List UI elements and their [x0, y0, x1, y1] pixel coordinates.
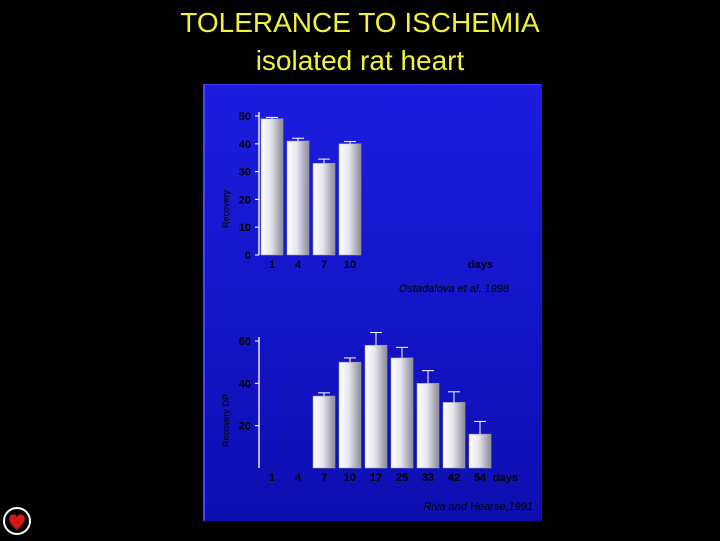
x-tick-label: 25 [396, 472, 408, 484]
x-tick-label: 1 [269, 472, 275, 484]
chart-source: Ostadalova et al, 1998 [399, 283, 510, 295]
y-tick-label: 10 [239, 222, 251, 234]
bar [338, 143, 362, 256]
x-tick-label: 54 [474, 472, 487, 484]
slide-subtitle: isolated rat heart [255, 45, 465, 76]
y-tick-label: 20 [239, 194, 251, 206]
y-tick-label: 40 [239, 378, 251, 390]
x-tick-label: 7 [321, 259, 327, 271]
y-tick-label: 50 [239, 111, 251, 123]
x-tick-label: 33 [422, 472, 434, 484]
y-axis-label: Recovery [221, 189, 231, 228]
y-tick-label: 40 [239, 139, 251, 151]
x-tick-label: 42 [448, 472, 460, 484]
bar [312, 395, 336, 469]
charts-svg: 50 40 30 20 10 0 Recovery 1 4 7 10 days Ostadalova e… [221, 111, 533, 513]
bar [260, 118, 284, 256]
x-unit-label: days [468, 259, 493, 271]
y-tick-label: 30 [239, 167, 251, 179]
chart-panel: 50 40 30 20 10 0 Recovery 1 4 7 10 days Ostadalova e… [203, 84, 542, 521]
x-tick-label: 1 [269, 259, 275, 271]
x-tick-label: 4 [295, 472, 302, 484]
bar [312, 162, 336, 256]
x-tick-label: 10 [344, 259, 356, 271]
y-tick-label: 60 [239, 336, 251, 348]
x-unit-label: days [493, 472, 518, 484]
slide-title: TOLERANCE TO ISCHEMIA [180, 7, 540, 38]
bar [416, 383, 440, 469]
x-tick-label: 17 [370, 472, 382, 484]
chart-source: Riva and Hearse,1991 [424, 501, 533, 513]
y-tick-label: 0 [245, 250, 251, 262]
y-axis-label: Recovery DP [221, 394, 231, 447]
x-tick-label: 4 [295, 259, 302, 271]
bar [286, 140, 310, 256]
bar [364, 344, 388, 469]
bar [468, 433, 492, 469]
x-tick-label: 10 [344, 472, 356, 484]
bar [338, 361, 362, 469]
y-tick-label: 20 [239, 421, 251, 433]
x-tick-label: 7 [321, 472, 327, 484]
bar [390, 357, 414, 469]
bar [442, 402, 466, 469]
heart-logo-icon [2, 506, 32, 536]
